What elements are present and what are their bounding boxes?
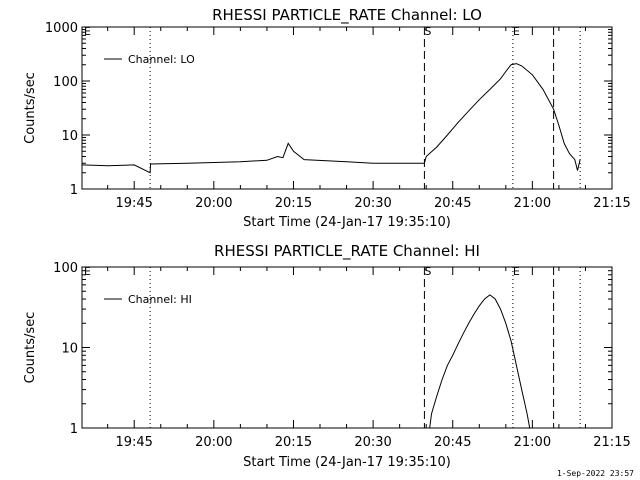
chart-title: RHESSI PARTICLE_RATE Channel: LO [212,6,482,25]
series-line [81,63,581,174]
x-tick-label: 20:00 [195,196,232,211]
plot-frame [81,266,613,429]
x-tick-label: 20:15 [275,196,312,211]
marker-label: E [84,25,91,38]
x-axis-label: Start Time (24-Jan-17 19:35:10) [243,455,451,470]
chart-title: RHESSI PARTICLE_RATE Channel: HI [214,242,480,261]
marker-label: E [513,25,520,38]
y-tick-label: 10 [61,342,78,357]
y-axis-label: Counts/sec [23,72,38,144]
x-tick-label: 21:00 [514,196,551,211]
x-tick-label: 19:45 [115,196,152,211]
x-tick-label: 20:30 [354,435,391,450]
x-tick-label: 20:45 [434,435,471,450]
y-tick-label: 1 [70,422,78,437]
timestamp-stamp: 1-Sep-2022 23:57 [556,469,634,478]
y-tick-label: 100 [53,75,78,90]
y-axis-label: Counts/sec [23,312,38,384]
marker-label: S [424,265,431,278]
series-line [429,294,531,429]
y-tick-label: 100 [53,261,78,276]
marker-label: E [84,265,91,278]
marker-label: S [424,25,431,38]
x-tick-label: 20:15 [275,435,312,450]
x-axis-label: Start Time (24-Jan-17 19:35:10) [243,215,451,230]
x-tick-label: 20:45 [434,196,471,211]
x-tick-label: 19:45 [115,435,152,450]
y-tick-label: 1 [70,183,78,198]
legend-label: Channel: LO [128,53,195,66]
y-tick-label: 1000 [45,21,78,36]
x-tick-label: 21:15 [593,435,630,450]
x-tick-label: 21:15 [593,196,630,211]
legend-label: Channel: HI [128,293,192,306]
x-tick-label: 20:00 [195,435,232,450]
x-tick-label: 20:30 [354,196,391,211]
x-tick-label: 21:00 [514,435,551,450]
y-tick-label: 10 [61,129,78,144]
marker-label: E [513,265,520,278]
plot-frame [81,26,613,190]
